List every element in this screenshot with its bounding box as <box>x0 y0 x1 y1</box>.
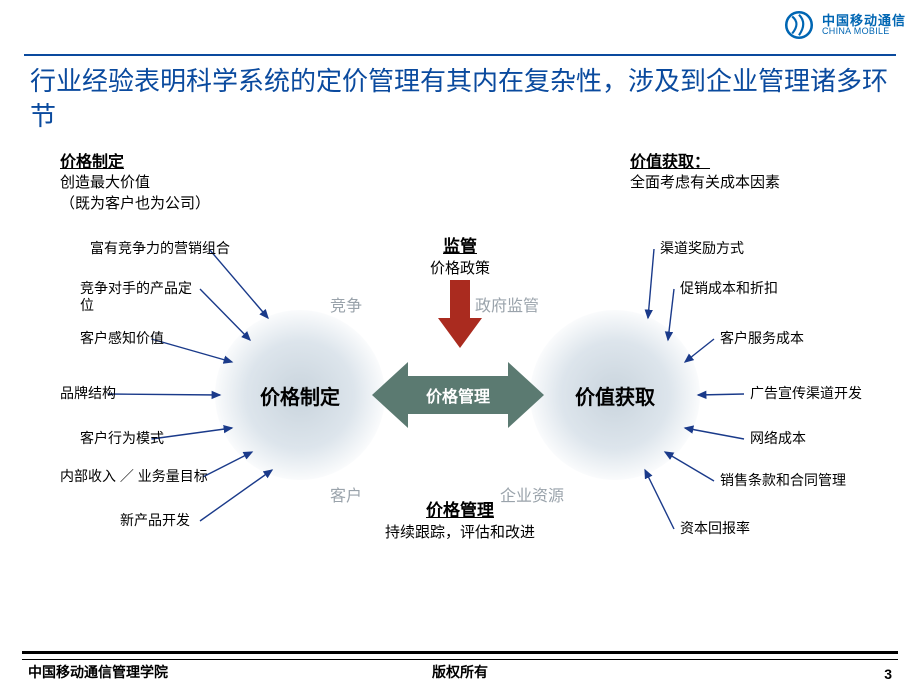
left-item-4: 客户行为模式 <box>80 430 164 447</box>
right-item-2: 客户服务成本 <box>720 330 804 347</box>
left-item-1: 竞争对手的产品定位 <box>80 280 200 314</box>
right-item-4: 网络成本 <box>750 430 806 447</box>
right-item-5: 销售条款和合同管理 <box>720 472 846 489</box>
footer-rule-thin <box>22 659 898 660</box>
footer-page: 3 <box>884 666 892 682</box>
left-item-5: 内部收入 ／ 业务量目标 <box>60 468 208 485</box>
left-item-6: 新产品开发 <box>120 512 200 529</box>
right-item-3: 广告宣传渠道开发 <box>750 385 862 402</box>
left-item-0: 富有竞争力的营销组合 <box>90 240 230 257</box>
right-item-1: 促销成本和折扣 <box>680 280 778 297</box>
left-item-3: 品牌结构 <box>60 385 116 402</box>
footer-rule-thick <box>22 651 898 654</box>
right-item-6: 资本回报率 <box>680 520 750 537</box>
right-item-0: 渠道奖励方式 <box>660 240 744 257</box>
footer-center: 版权所有 <box>0 662 920 682</box>
left-item-2: 客户感知价值 <box>80 330 164 347</box>
